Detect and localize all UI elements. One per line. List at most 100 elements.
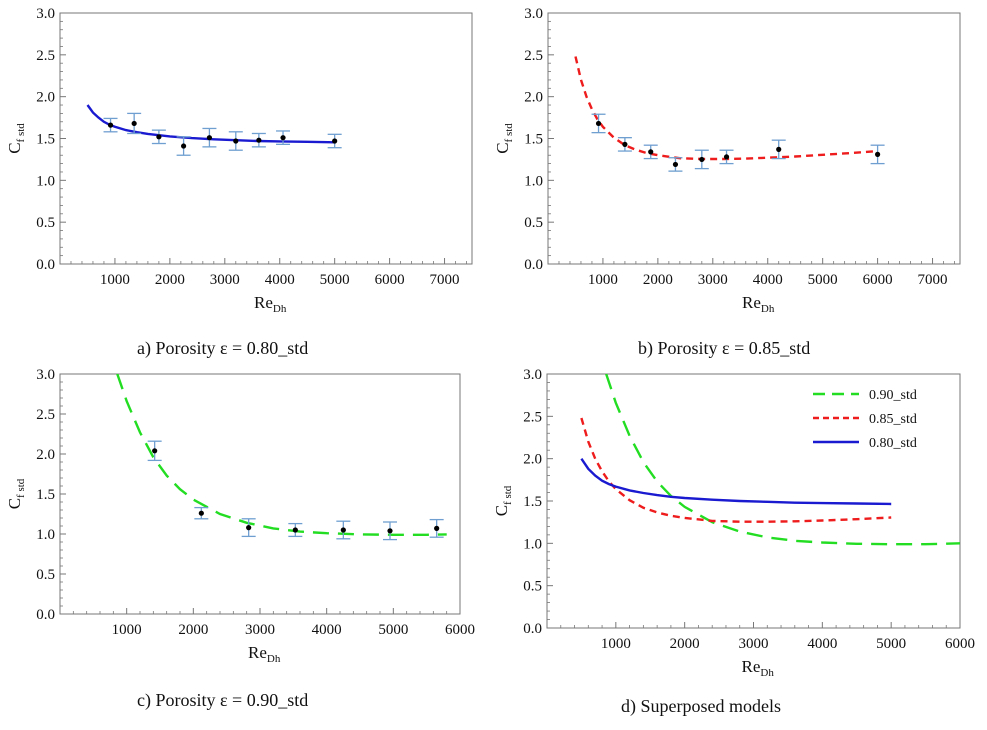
data-point (699, 156, 705, 163)
x-tick-label: 6000 (863, 272, 893, 288)
caption-panel-a: a) Porosity ε = 0.80_std (137, 338, 309, 358)
y-tick-label: 0.0 (524, 257, 543, 273)
y-axis-label-sub: f std (15, 478, 27, 498)
plot-frame (59, 373, 461, 615)
x-tick-label: 2000 (670, 636, 700, 652)
y-axis-label: Cf std (493, 123, 515, 154)
data-point (107, 122, 114, 128)
x-tick-label: 3000 (739, 636, 769, 652)
y-axis-label: Cf std (5, 123, 27, 154)
data-point (776, 146, 782, 152)
y-tick-label: 2.5 (523, 409, 542, 425)
x-axis-label-main: Re (742, 657, 761, 676)
x-tick-label: 4000 (807, 636, 837, 652)
y-tick-label: 1.0 (523, 536, 542, 552)
y-tick-label: 1.0 (36, 527, 55, 543)
plot-frame (547, 12, 961, 265)
y-tick-label: 1.5 (36, 132, 55, 148)
data-point (648, 149, 654, 155)
x-tick-label: 6000 (945, 636, 975, 652)
x-tick-label: 2000 (178, 622, 208, 638)
x-axis-label-sub: Dh (273, 303, 287, 315)
data-point (131, 120, 137, 127)
y-tick-label: 0.0 (36, 257, 55, 273)
x-axis-label-sub: Dh (761, 303, 775, 315)
data-point (256, 137, 262, 143)
chart-panel-d: 0.0 0.5 1.0 1.5 2.0 2.5 3.0 1000 2000 3000 4000 500… (492, 367, 975, 679)
y-tick-label: 1.0 (36, 173, 55, 189)
series-line-0.80_std (580, 458, 892, 506)
caption-panel-b: b) Porosity ε = 0.85_std (638, 338, 811, 358)
x-axis-label: ReDh (254, 293, 287, 315)
x-tick-label: 3000 (245, 622, 275, 638)
y-tick-label: 0.5 (36, 215, 55, 231)
y-tick-label: 1.5 (36, 487, 55, 503)
x-tick-label: 5000 (378, 622, 408, 638)
chart-panel-c: 0.0 0.5 1.0 1.5 2.0 2.5 3.0 1000 2000 3000 4000 500… (5, 367, 475, 665)
y-tick-label: 2.5 (36, 48, 55, 64)
y-tick-label: 1.5 (523, 494, 542, 510)
data-point (198, 510, 204, 516)
x-axis-label-main: Re (742, 293, 761, 312)
data-point (434, 525, 440, 532)
x-tick-label: 6000 (375, 272, 405, 288)
caption-panel-c: c) Porosity ε = 0.90_std (137, 690, 309, 710)
y-axis-label-sub: f std (15, 123, 27, 143)
y-tick-label: 0.5 (523, 579, 542, 595)
data-point (340, 527, 346, 533)
x-tick-label: 1000 (588, 272, 618, 288)
chart-panel-a: 0.0 0.5 1.0 1.5 2.0 2.5 3.0 1000 2000 3000 4000 500… (5, 6, 473, 315)
data-point (233, 138, 239, 144)
y-tick-label: 0.0 (523, 621, 542, 637)
data-point (280, 135, 286, 141)
x-tick-label: 5000 (808, 272, 838, 288)
x-axis-label-main: Re (248, 643, 267, 662)
series-line-fit-b (574, 56, 878, 161)
data-point (595, 120, 602, 127)
x-tick-label: 1000 (601, 636, 631, 652)
y-axis-label: Cf std (5, 478, 27, 509)
y-axis-label-main: C (5, 498, 24, 509)
x-tick-label: 6000 (445, 622, 475, 638)
x-tick-label: 5000 (876, 636, 906, 652)
x-axis-label: ReDh (248, 643, 281, 665)
y-axis-label-main: C (493, 142, 512, 153)
data-point (181, 143, 187, 149)
legend-label: 0.90_std (869, 388, 917, 403)
x-tick-label: 5000 (320, 272, 350, 288)
y-tick-label: 2.0 (524, 90, 543, 106)
plot-frame (59, 12, 473, 265)
y-tick-label: 2.5 (524, 48, 543, 64)
x-axis-label-sub: Dh (267, 653, 281, 665)
x-tick-label: 3000 (698, 272, 728, 288)
legend-label: 0.80_std (869, 436, 917, 451)
series-line-0.85_std (580, 417, 892, 523)
data-point (622, 141, 628, 147)
y-tick-label: 2.0 (36, 447, 55, 463)
data-point (387, 528, 393, 534)
y-tick-label: 1.5 (524, 132, 543, 148)
y-tick-label: 0.0 (36, 607, 55, 623)
y-axis-label: Cf std (492, 485, 514, 516)
data-point (152, 448, 158, 454)
y-tick-label: 2.5 (36, 407, 55, 423)
x-axis-label: ReDh (742, 657, 775, 679)
x-tick-label: 4000 (265, 272, 295, 288)
x-tick-label: 7000 (430, 272, 460, 288)
series-line-fit-c (116, 374, 447, 536)
y-tick-label: 1.0 (524, 173, 543, 189)
y-axis-label-main: C (5, 142, 24, 153)
y-tick-label: 3.0 (523, 367, 542, 383)
series-line-fit-a (86, 104, 335, 144)
x-tick-label: 4000 (753, 272, 783, 288)
data-point (156, 134, 162, 140)
data-point (332, 138, 338, 144)
data-point (672, 161, 679, 168)
x-tick-label: 7000 (918, 272, 948, 288)
data-point (206, 135, 213, 141)
data-point (292, 527, 298, 533)
x-tick-label: 1000 (112, 622, 142, 638)
data-point (875, 151, 881, 157)
